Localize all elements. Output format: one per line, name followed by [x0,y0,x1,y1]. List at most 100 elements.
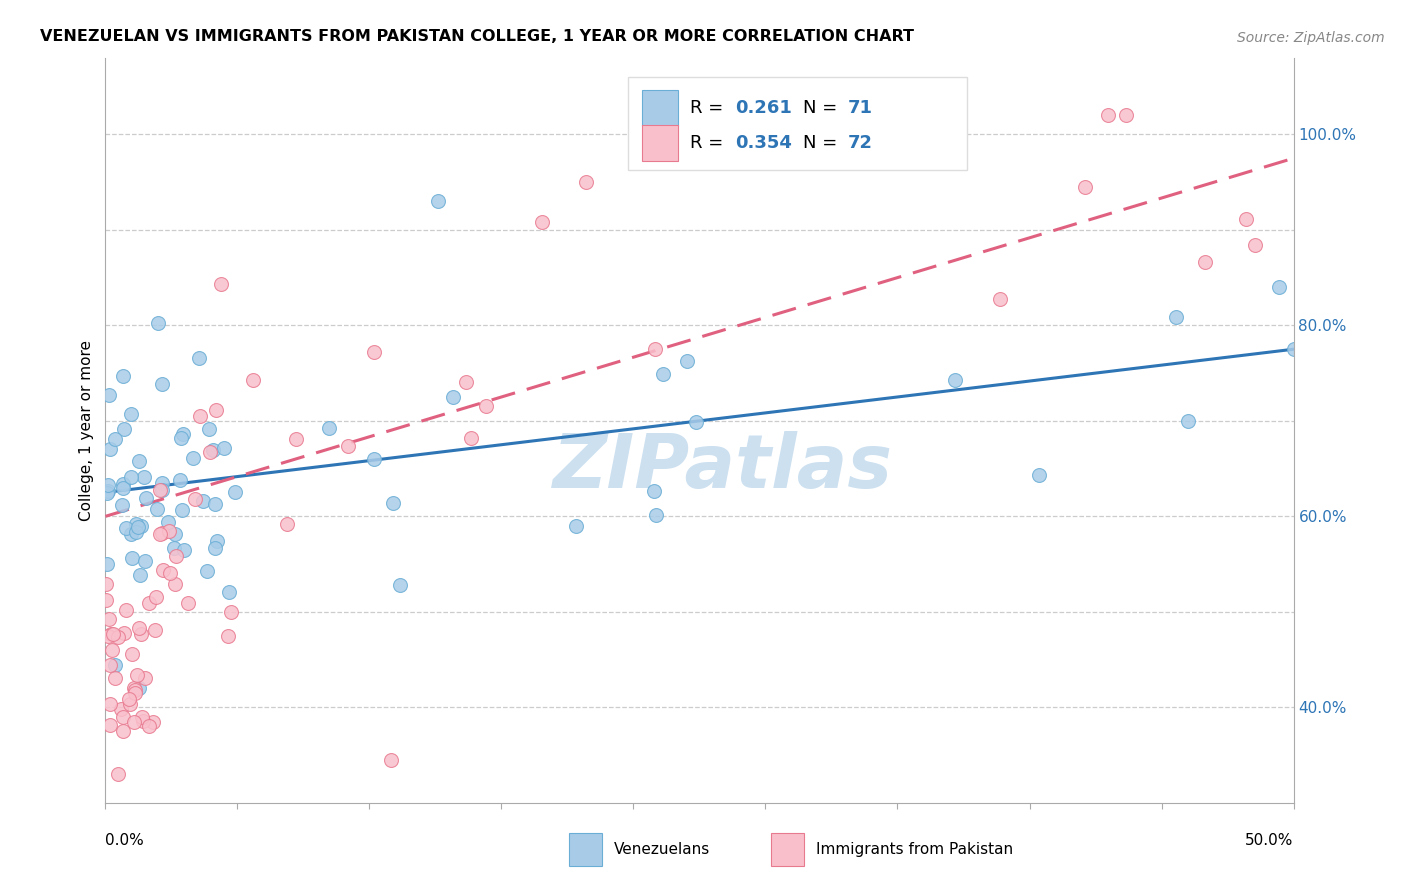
Point [1194,254,1216,268]
Point [219,605,242,619]
Point [318,421,340,435]
Point [170,431,193,445]
Point [198,445,221,459]
Point [97,483,120,498]
Point [685,415,707,429]
Point [111,710,134,724]
Point [150,483,173,497]
Point [129,519,152,533]
Point [204,497,226,511]
Point [170,503,193,517]
Point [1244,237,1267,252]
Text: 0.261: 0.261 [735,99,792,117]
FancyBboxPatch shape [628,77,967,169]
Point [104,432,127,446]
Point [98,658,121,673]
Point [475,400,498,414]
FancyBboxPatch shape [643,90,678,126]
Point [120,408,142,422]
Text: Source: ZipAtlas.com: Source: ZipAtlas.com [1237,31,1385,45]
Point [96,558,118,572]
Point [224,484,246,499]
Point [157,515,180,529]
FancyBboxPatch shape [770,832,804,866]
Point [134,672,156,686]
Point [107,767,129,781]
Point [218,585,240,599]
Point [212,442,235,456]
Point [165,549,187,563]
Point [1268,280,1291,294]
Point [111,498,134,512]
Text: N =: N = [803,99,842,117]
Point [112,626,135,640]
Point [120,470,142,484]
Point [127,520,149,534]
Point [188,409,211,423]
Text: ZIPatlas: ZIPatlas [553,431,893,504]
Point [388,578,411,592]
Point [205,402,228,417]
Point [177,596,200,610]
Point [363,452,385,467]
Point [925,118,948,132]
Point [427,194,450,209]
Point [187,351,209,365]
Text: 0.354: 0.354 [735,134,792,152]
Point [112,422,135,436]
Point [138,719,160,733]
Point [285,432,308,446]
Point [115,603,138,617]
Point [195,565,218,579]
Point [132,714,155,729]
Point [675,353,697,368]
Text: Venezuelans: Venezuelans [614,842,710,857]
Point [337,439,360,453]
Point [1282,343,1305,357]
Point [146,316,169,330]
Text: R =: R = [690,99,728,117]
Point [129,568,152,582]
Point [157,524,180,539]
Point [363,344,385,359]
Point [142,715,165,730]
Point [276,516,298,531]
Point [112,369,135,384]
Point [163,541,186,555]
Point [124,686,146,700]
Point [124,524,146,539]
Point [242,373,264,387]
Point [97,478,120,492]
Point [163,527,186,541]
Point [382,496,405,510]
Point [173,543,195,558]
Point [150,475,173,490]
Text: 50.0%: 50.0% [1246,833,1294,848]
Point [460,431,482,445]
Point [128,621,150,635]
Point [98,697,121,711]
FancyBboxPatch shape [643,125,678,161]
Point [128,681,150,696]
FancyBboxPatch shape [569,832,602,866]
Point [98,388,121,402]
Point [454,375,477,389]
Point [565,518,588,533]
Point [104,671,127,685]
Point [145,623,167,637]
Point [380,753,402,767]
Point [112,481,135,495]
Point [118,697,141,711]
Point [169,473,191,487]
Point [204,541,226,555]
Point [205,534,228,549]
Text: 71: 71 [848,99,873,117]
Point [150,376,173,391]
Point [110,702,132,716]
Point [198,422,221,436]
Point [1177,414,1199,428]
Point [111,723,134,738]
Text: 0.0%: 0.0% [105,833,145,848]
Point [121,550,143,565]
Point [172,427,194,442]
